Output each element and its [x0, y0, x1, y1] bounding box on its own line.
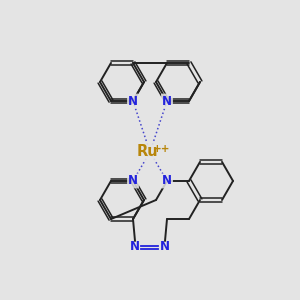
Text: N: N — [162, 94, 172, 108]
Text: Ru: Ru — [136, 145, 158, 160]
Text: N: N — [160, 241, 170, 254]
Text: N: N — [162, 174, 172, 188]
Text: ++: ++ — [153, 144, 171, 154]
Text: N: N — [128, 174, 138, 188]
Text: N: N — [130, 241, 140, 254]
Text: N: N — [128, 94, 138, 108]
